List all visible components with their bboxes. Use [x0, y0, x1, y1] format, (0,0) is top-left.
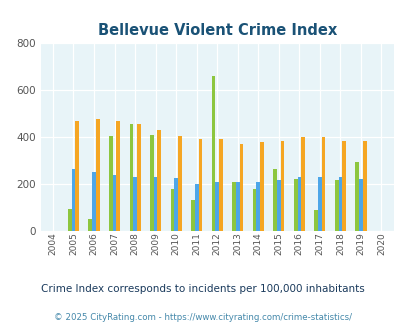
Bar — [153, 177, 157, 231]
Bar — [280, 141, 283, 231]
Bar — [191, 200, 194, 231]
Bar — [334, 181, 338, 231]
Bar — [297, 178, 301, 231]
Bar — [301, 137, 304, 231]
Bar — [71, 169, 75, 231]
Bar — [276, 180, 280, 231]
Bar — [235, 182, 239, 231]
Bar — [113, 175, 116, 231]
Bar — [211, 76, 215, 231]
Bar — [133, 177, 136, 231]
Bar — [232, 182, 235, 231]
Bar — [96, 119, 99, 231]
Bar — [150, 135, 153, 231]
Bar — [177, 136, 181, 231]
Bar — [92, 172, 96, 231]
Bar — [358, 179, 362, 231]
Bar — [313, 210, 317, 231]
Title: Bellevue Violent Crime Index: Bellevue Violent Crime Index — [97, 22, 336, 38]
Bar — [362, 141, 366, 231]
Bar — [273, 169, 276, 231]
Bar — [341, 141, 345, 231]
Bar — [219, 139, 222, 231]
Text: © 2025 CityRating.com - https://www.cityrating.com/crime-statistics/: © 2025 CityRating.com - https://www.city… — [54, 313, 351, 322]
Bar — [354, 162, 358, 231]
Bar — [317, 178, 321, 231]
Bar — [252, 189, 256, 231]
Bar — [157, 130, 161, 231]
Bar — [75, 121, 79, 231]
Bar — [260, 142, 263, 231]
Bar — [198, 139, 202, 231]
Bar — [215, 182, 219, 231]
Bar — [109, 136, 113, 231]
Bar — [194, 183, 198, 231]
Bar — [293, 179, 297, 231]
Bar — [170, 189, 174, 231]
Bar — [129, 124, 133, 231]
Bar — [68, 209, 71, 231]
Bar — [116, 121, 120, 231]
Bar — [338, 178, 341, 231]
Text: Crime Index corresponds to incidents per 100,000 inhabitants: Crime Index corresponds to incidents per… — [41, 284, 364, 294]
Bar — [88, 219, 92, 231]
Bar — [136, 124, 140, 231]
Bar — [256, 182, 260, 231]
Bar — [174, 178, 177, 231]
Bar — [321, 137, 325, 231]
Bar — [239, 145, 243, 231]
